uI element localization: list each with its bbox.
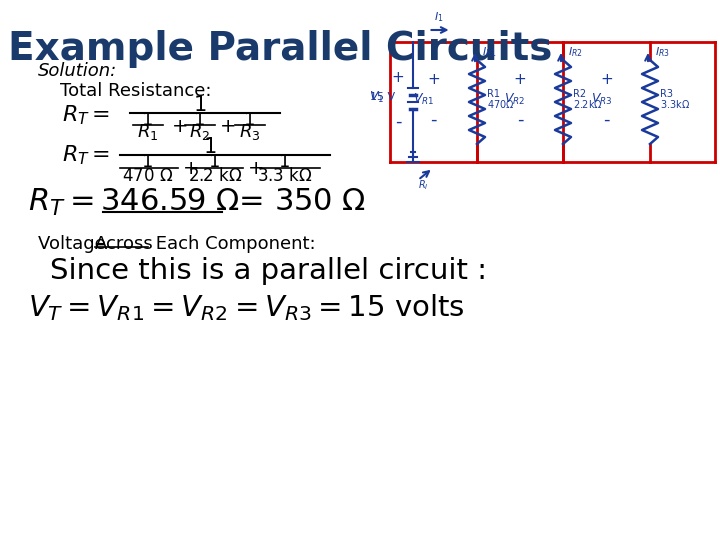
Text: $V_{R1}$: $V_{R1}$	[413, 91, 434, 106]
Text: $I_1$: $I_1$	[433, 10, 444, 24]
Text: Solution:: Solution:	[38, 62, 117, 80]
Text: $R_I$: $R_I$	[418, 178, 428, 192]
Text: Example Parallel Circuits: Example Parallel Circuits	[8, 30, 552, 68]
Text: -: -	[603, 111, 610, 129]
Text: +: +	[248, 159, 264, 178]
Text: 1: 1	[143, 111, 153, 129]
Text: Total Resistance:: Total Resistance:	[60, 82, 212, 100]
Text: $V_T = V_{R1} = V_{R2} = V_{R3} = 15\ \mathrm{volts}$: $V_T = V_{R1} = V_{R2} = V_{R3} = 15\ \m…	[28, 292, 464, 323]
Text: +: +	[392, 70, 405, 84]
Text: 1: 1	[143, 153, 153, 171]
Text: $I_{R3}$: $I_{R3}$	[655, 45, 670, 59]
Text: 470$\Omega$: 470$\Omega$	[487, 98, 515, 110]
Text: $V_{R3}$: $V_{R3}$	[590, 91, 612, 106]
Text: 15 V: 15 V	[370, 92, 395, 102]
Text: $R_T = 346.59\ \Omega$= 350 $\Omega$: $R_T = 346.59\ \Omega$= 350 $\Omega$	[28, 186, 366, 218]
Text: $R_3$: $R_3$	[239, 122, 261, 142]
Text: +: +	[427, 72, 440, 87]
Text: 2.2 k$\Omega$: 2.2 k$\Omega$	[188, 167, 243, 185]
Text: +: +	[513, 72, 526, 87]
Text: 3.3 k$\Omega$: 3.3 k$\Omega$	[257, 167, 312, 185]
Text: 1: 1	[203, 137, 217, 157]
Text: R2: R2	[573, 89, 586, 99]
Text: $I_{R2}$: $I_{R2}$	[568, 45, 582, 59]
Text: $V_1$: $V_1$	[369, 90, 384, 105]
Text: $I_{R1}$: $I_{R1}$	[482, 45, 497, 59]
Text: R3: R3	[660, 89, 673, 99]
Text: $R_1$: $R_1$	[138, 122, 158, 142]
Text: R1: R1	[487, 89, 500, 99]
Text: Across: Across	[95, 235, 154, 253]
Text: 1: 1	[210, 153, 221, 171]
Text: $R_T =$: $R_T =$	[62, 103, 110, 127]
Text: $V_{R2}$: $V_{R2}$	[505, 91, 526, 106]
Text: Each Component:: Each Component:	[150, 235, 315, 253]
Text: $R_2$: $R_2$	[189, 122, 211, 142]
Text: 1: 1	[194, 111, 206, 129]
Text: Since this is a parallel circuit :: Since this is a parallel circuit :	[50, 257, 487, 285]
Text: +: +	[172, 118, 189, 137]
Text: +: +	[220, 118, 236, 137]
Text: -: -	[395, 113, 401, 131]
Text: 2.2k$\Omega$: 2.2k$\Omega$	[573, 98, 603, 110]
Text: -: -	[517, 111, 523, 129]
Text: $R_T =$: $R_T =$	[62, 143, 110, 167]
Text: -: -	[431, 111, 437, 129]
Text: 3.3k$\Omega$: 3.3k$\Omega$	[660, 98, 690, 110]
Text: 1: 1	[244, 111, 256, 129]
Text: 1: 1	[279, 153, 291, 171]
Text: Voltage: Voltage	[38, 235, 112, 253]
Text: +: +	[183, 159, 199, 178]
Text: 1: 1	[194, 95, 207, 115]
Text: +: +	[600, 72, 613, 87]
Text: 470 $\Omega$: 470 $\Omega$	[122, 167, 174, 185]
